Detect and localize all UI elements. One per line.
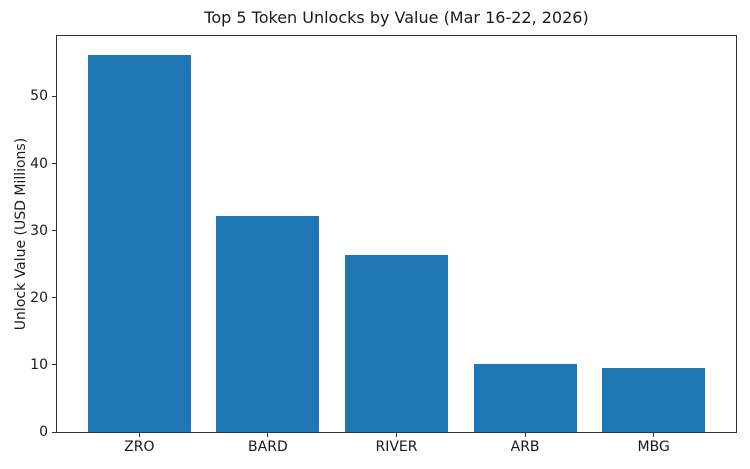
y-tick-label-50: 50 xyxy=(30,88,48,105)
y-tick-label-10: 10 xyxy=(30,356,48,373)
bar-mbg xyxy=(602,368,706,432)
x-tick-label-bard: BARD xyxy=(248,439,288,455)
y-tick-label-0: 0 xyxy=(39,424,48,440)
bar-zro xyxy=(87,54,191,432)
bar-arb xyxy=(473,363,577,432)
y-tick-mark-10 xyxy=(52,364,56,366)
x-tick-label-zro: ZRO xyxy=(124,439,155,455)
y-tick-mark-0 xyxy=(52,431,56,433)
y-tick-mark-40 xyxy=(52,163,56,165)
x-tick-mark-arb xyxy=(524,433,526,437)
x-tick-label-mbg: MBG xyxy=(637,439,670,455)
y-tick-label-30: 30 xyxy=(30,222,48,239)
bar-river xyxy=(345,254,448,432)
bar-bard xyxy=(216,215,320,432)
chart-title: Top 5 Token Unlocks by Value (Mar 16-22,… xyxy=(204,8,589,27)
x-tick-label-arb: ARB xyxy=(510,439,540,455)
y-tick-mark-30 xyxy=(52,230,56,232)
y-tick-label-40: 40 xyxy=(30,155,48,172)
x-tick-label-river: RIVER xyxy=(375,439,418,455)
y-tick-label-20: 20 xyxy=(30,289,48,306)
x-tick-mark-river xyxy=(396,433,397,437)
y-tick-mark-50 xyxy=(52,95,56,97)
x-tick-mark-mbg xyxy=(653,433,655,437)
x-tick-mark-zro xyxy=(138,433,140,437)
y-tick-mark-20 xyxy=(52,297,56,299)
x-tick-mark-bard xyxy=(267,433,269,437)
